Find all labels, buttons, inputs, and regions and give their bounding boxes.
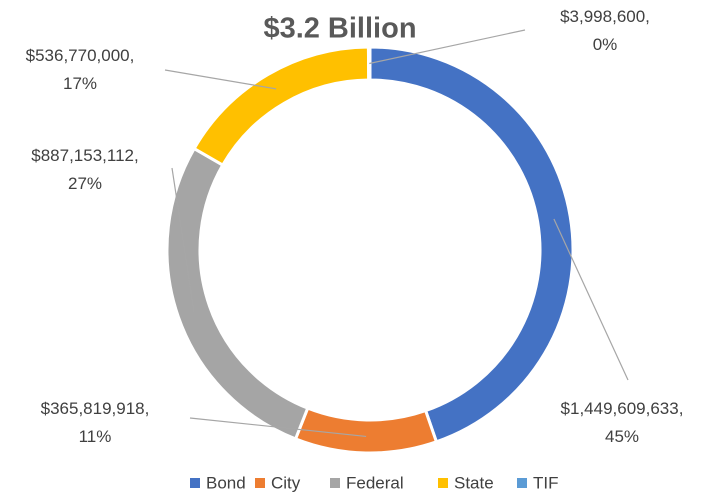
legend-swatch (517, 478, 527, 488)
data-label-value: $3,998,600, (560, 7, 650, 26)
slice (368, 45, 575, 444)
data-label-percent: 27% (68, 174, 102, 193)
data-label-percent: 45% (605, 427, 639, 446)
data-label-value: $536,770,000, (26, 46, 135, 65)
slice (165, 146, 310, 441)
legend-label: Bond (206, 473, 246, 492)
data-label-value: $1,449,609,633, (561, 399, 684, 418)
data-label-value: $365,819,918, (41, 399, 150, 418)
legend-label: State (454, 473, 494, 492)
data-label-percent: 0% (593, 35, 618, 54)
legend-swatch (190, 478, 200, 488)
leader-line (164, 69, 277, 90)
leader-line (171, 167, 195, 312)
leader-line (553, 218, 629, 381)
slice (366, 45, 372, 82)
data-label-percent: 11% (79, 427, 112, 446)
legend-swatch (438, 478, 448, 488)
slice (293, 406, 439, 455)
data-label-value: $887,153,112, (31, 146, 138, 165)
data-label: $365,819,918, 11% (41, 399, 150, 446)
chart-title: $3.2 Billion (263, 13, 416, 45)
data-label-percent: 17% (63, 74, 97, 93)
legend-swatch (255, 478, 265, 488)
slice (192, 45, 371, 168)
data-label: $536,770,000, 17% (26, 46, 135, 93)
slices (165, 45, 575, 455)
legend-label: City (271, 473, 301, 492)
leader-line (189, 417, 367, 438)
legend-label: Federal (346, 473, 404, 492)
legend-label: TIF (533, 473, 559, 492)
data-label: $1,449,609,633, 45% (561, 399, 684, 446)
data-label: $887,153,112, 27% (31, 146, 138, 193)
legend-swatch (330, 478, 340, 488)
data-label: $3,998,600, 0% (560, 7, 650, 54)
leader-line (369, 29, 526, 65)
